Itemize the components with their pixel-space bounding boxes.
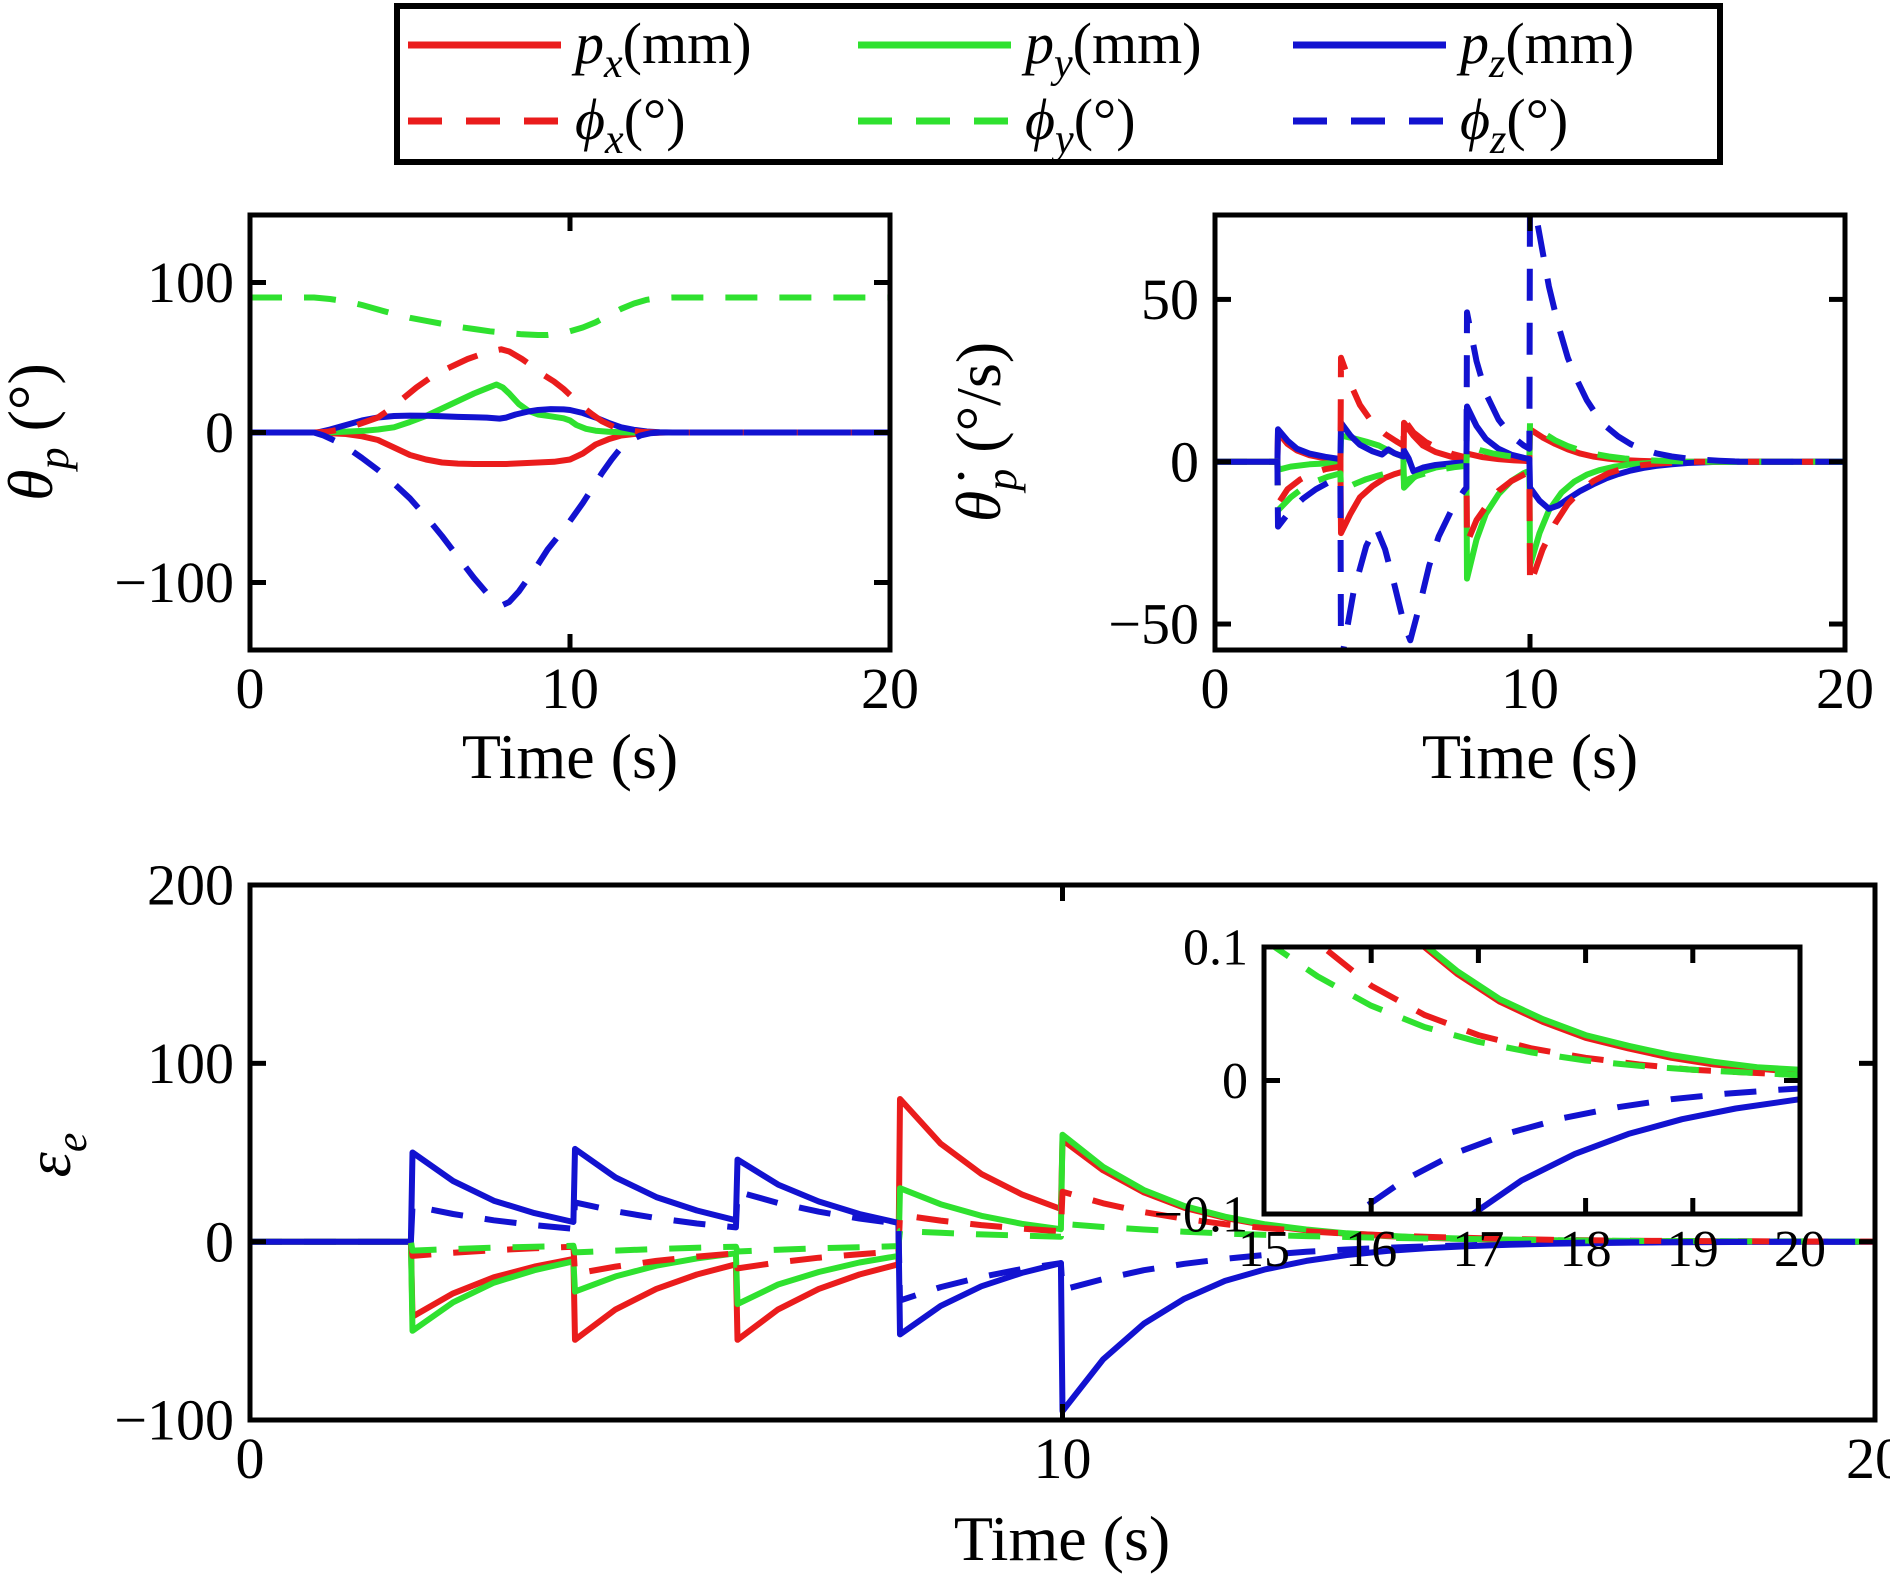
legend-item-px: px(mm) xyxy=(408,11,752,87)
legend-item-phiy: ϕy(°) xyxy=(858,87,1136,163)
series-layer xyxy=(1269,946,1801,1215)
series-layer xyxy=(250,294,890,608)
series-pz_i-line xyxy=(1467,1096,1801,1215)
legend-item-pz: pz(mm) xyxy=(1293,11,1634,87)
legend-label: py(mm) xyxy=(1021,11,1202,87)
series-py-line xyxy=(250,381,890,436)
series-phiz-line xyxy=(250,429,890,608)
series-pyd-line xyxy=(1215,432,1845,582)
ticks xyxy=(247,215,893,650)
axis-titles: Time (s) Time (s) Time (s) θp (°) θ̇p (°… xyxy=(0,342,1638,1574)
ticks xyxy=(1212,215,1848,650)
series-layer xyxy=(1215,214,1845,651)
bottom-xlabel: Time (s) xyxy=(954,1503,1170,1574)
legend-label: ϕx(°) xyxy=(575,87,686,163)
series-phiy_i-line xyxy=(1269,946,1801,1079)
x-tick-label: 0 xyxy=(1201,656,1230,721)
y-tick-label: −100 xyxy=(114,1388,234,1453)
x-tick-label: 0 xyxy=(236,1426,265,1491)
series-phiz_e-line xyxy=(250,1188,1875,1304)
x-tick-label: 20 xyxy=(1774,1221,1826,1278)
x-tick-label: 20 xyxy=(1846,1426,1890,1491)
legend: px(mm) py(mm) pz(mm) ϕx(°) ϕy(°) ϕz(°) xyxy=(394,3,1723,165)
y-tick-label: −100 xyxy=(114,550,234,615)
legend-label: pz(mm) xyxy=(1456,11,1634,87)
top-left-ylabel: θp (°) xyxy=(0,363,78,501)
series-pzd-line xyxy=(1215,403,1845,512)
legend-label: ϕz(°) xyxy=(1460,87,1568,163)
y-tick-label: 0.1 xyxy=(1183,920,1248,977)
series-py_i-line xyxy=(1421,946,1801,1073)
x-tick-label: 20 xyxy=(1816,656,1874,721)
legend-item-phix: ϕx(°) xyxy=(408,87,686,163)
legend-label: px(mm) xyxy=(571,11,752,87)
legend-item-phiz: ϕz(°) xyxy=(1293,87,1568,163)
top-right-xlabel: Time (s) xyxy=(1422,721,1638,792)
y-tick-label: 100 xyxy=(147,1031,234,1096)
y-tick-label: 200 xyxy=(147,853,234,918)
x-tick-label: 18 xyxy=(1560,1221,1612,1278)
series-phix_i-line xyxy=(1318,946,1801,1079)
y-tick-label: 0 xyxy=(1170,429,1199,494)
y-tick-label: −50 xyxy=(1108,592,1199,657)
top-right-ylabel: θ̇p (°/s) xyxy=(943,342,1026,522)
legend-box xyxy=(394,3,1723,165)
series-phiy_e-line xyxy=(250,1220,1875,1256)
x-tick-label: 17 xyxy=(1452,1221,1504,1278)
x-tick-label: 16 xyxy=(1345,1221,1397,1278)
series-phiy-line xyxy=(250,294,890,338)
y-tick-label: 50 xyxy=(1141,267,1199,332)
ticks xyxy=(1261,944,1803,1217)
x-tick-label: 0 xyxy=(236,656,265,721)
legend-item-py: py(mm) xyxy=(858,11,1202,87)
x-tick-label: 20 xyxy=(861,656,919,721)
y-tick-label: 0 xyxy=(205,400,234,465)
ticks xyxy=(247,882,1878,1423)
series-phix-line xyxy=(250,346,890,436)
x-tick-label: 15 xyxy=(1238,1221,1290,1278)
bottom-ylabel: εe xyxy=(13,1133,96,1178)
legend-label: ϕy(°) xyxy=(1025,87,1136,163)
y-tick-label: 0 xyxy=(205,1209,234,1274)
series-phiz_i-line xyxy=(1349,1085,1801,1215)
series-phix_e-line xyxy=(250,1188,1876,1277)
x-tick-label: 10 xyxy=(1501,656,1559,721)
x-tick-label: 19 xyxy=(1667,1221,1719,1278)
y-tick-label: −0.1 xyxy=(1154,1187,1248,1244)
x-tick-label: 10 xyxy=(541,656,599,721)
top-left-xlabel: Time (s) xyxy=(462,721,678,792)
plot-background xyxy=(1264,947,1800,1214)
y-tick-label: 100 xyxy=(147,250,234,315)
y-tick-label: 0 xyxy=(1222,1053,1248,1110)
axes-inset: 15 16 17 18 19 20 −0.1 0 0.1 xyxy=(1154,920,1826,1278)
x-tick-label: 10 xyxy=(1034,1426,1092,1491)
series-layer xyxy=(250,1096,1876,1415)
